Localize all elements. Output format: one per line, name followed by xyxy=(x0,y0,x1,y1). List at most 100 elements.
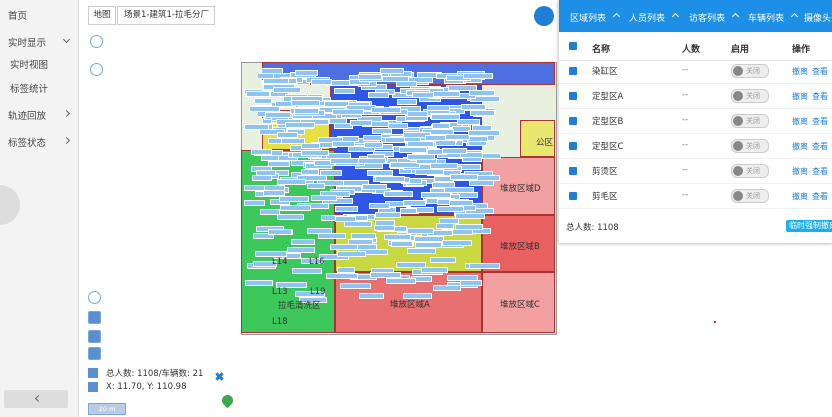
tag-marker xyxy=(414,235,445,242)
people-count: -- xyxy=(682,190,689,200)
evacuate-link[interactable]: 撤离 xyxy=(792,67,808,76)
tag-marker xyxy=(244,185,265,192)
tag-marker xyxy=(454,213,485,220)
tag-marker xyxy=(389,161,421,168)
tag-marker xyxy=(421,192,452,199)
menu-item[interactable]: 实时视图 xyxy=(10,60,49,71)
people-count: -- xyxy=(682,165,689,175)
view-link[interactable]: 查看 xyxy=(812,67,828,76)
map-tool[interactable] xyxy=(90,63,103,76)
tag-marker xyxy=(416,207,435,214)
row-checkbox[interactable] xyxy=(569,142,577,150)
toggle[interactable]: 关闭 xyxy=(731,114,769,128)
panel-toggle[interactable] xyxy=(534,6,554,26)
tag-marker xyxy=(374,225,396,232)
view-link[interactable]: 查看 xyxy=(812,117,828,126)
tag-marker xyxy=(350,232,377,239)
tag-marker xyxy=(372,128,393,135)
tag-marker xyxy=(460,104,486,111)
tag-marker xyxy=(364,141,383,148)
collapse-handle[interactable] xyxy=(0,185,20,225)
tag-marker xyxy=(469,89,495,96)
scene-select[interactable]: 场景1-建筑1-拉毛分厂 xyxy=(117,6,215,25)
zone xyxy=(520,120,555,157)
menu-item[interactable]: 实时显示 xyxy=(8,38,47,49)
zone xyxy=(482,215,555,272)
tag-marker xyxy=(407,153,436,160)
tab[interactable]: 人员列表 xyxy=(629,14,666,24)
tab[interactable]: 区域列表 xyxy=(570,14,607,24)
tag-marker xyxy=(275,282,308,289)
tag-marker xyxy=(253,97,273,104)
tag-marker xyxy=(374,212,402,219)
tab[interactable]: 车辆列表 xyxy=(748,14,785,24)
tag-marker xyxy=(280,138,305,145)
tag-marker xyxy=(254,251,287,258)
tag-marker xyxy=(319,254,350,261)
tag-marker xyxy=(431,123,451,130)
map-tool[interactable] xyxy=(88,291,101,304)
menu-item[interactable]: 轨迹回放 xyxy=(8,111,47,122)
tag-marker xyxy=(287,247,315,253)
evacuate-link[interactable]: 撤离 xyxy=(792,192,808,201)
toggle[interactable]: 关闭 xyxy=(731,139,769,153)
map-tool[interactable] xyxy=(88,311,101,324)
zone-name: 剪烫区 xyxy=(592,167,618,177)
zoom-out[interactable] xyxy=(88,382,98,392)
zoom-in[interactable] xyxy=(88,368,98,378)
menu-item[interactable]: 标签状态 xyxy=(8,138,47,149)
view-link[interactable]: 查看 xyxy=(812,167,828,176)
tag-marker xyxy=(371,107,402,114)
row-checkbox[interactable] xyxy=(569,67,577,75)
view-link[interactable]: 查看 xyxy=(812,142,828,151)
evacuate-all-button[interactable]: 临时强制撤离 xyxy=(786,220,832,232)
tag-marker xyxy=(385,277,416,284)
tag-marker xyxy=(374,219,396,226)
tag-marker xyxy=(334,206,358,213)
evacuate-link[interactable]: 撤离 xyxy=(792,117,808,126)
tag-marker xyxy=(277,132,299,139)
list-panel xyxy=(558,0,832,243)
menu-item[interactable]: 标签统计 xyxy=(10,84,49,95)
sidebar-toggle[interactable] xyxy=(4,390,68,408)
evacuate-link[interactable]: 撤离 xyxy=(792,167,808,176)
map-tool[interactable] xyxy=(90,35,103,48)
toggle[interactable]: 关闭 xyxy=(731,189,769,203)
tag-marker xyxy=(469,96,501,103)
tag-marker xyxy=(267,161,290,168)
menu-item[interactable]: 首页 xyxy=(8,11,28,22)
tab[interactable]: 摄像头列表 xyxy=(804,14,832,24)
zone-label: 堆放区域D xyxy=(500,184,541,194)
toggle[interactable]: 关闭 xyxy=(731,89,769,103)
tag-marker xyxy=(374,175,405,182)
toggle[interactable]: 关闭 xyxy=(731,64,769,78)
tag-marker xyxy=(285,122,315,129)
row-checkbox[interactable] xyxy=(569,92,577,100)
evacuate-link[interactable]: 撤离 xyxy=(792,92,808,101)
tab[interactable]: 访客列表 xyxy=(689,14,726,24)
view-button[interactable]: 地图 xyxy=(88,6,116,25)
view-link[interactable]: 查看 xyxy=(812,92,828,101)
tag-marker xyxy=(278,196,310,203)
tag-marker xyxy=(251,174,273,181)
map-tool[interactable] xyxy=(88,330,101,343)
row-checkbox[interactable] xyxy=(569,117,577,125)
row-checkbox[interactable] xyxy=(569,192,577,200)
people-count: -- xyxy=(682,140,689,150)
tag-marker xyxy=(396,262,427,269)
tag-marker xyxy=(253,233,275,240)
view-link[interactable]: 查看 xyxy=(812,192,828,201)
tag-marker xyxy=(441,148,468,155)
column-header: 人数 xyxy=(682,45,701,55)
zone xyxy=(482,272,555,333)
zone-name: 定型区A xyxy=(592,92,624,102)
tag-marker xyxy=(469,262,501,269)
row-checkbox[interactable] xyxy=(569,167,577,175)
tag-marker xyxy=(421,266,448,273)
tag-marker xyxy=(459,152,484,159)
toggle[interactable]: 关闭 xyxy=(731,164,769,178)
map-tool[interactable] xyxy=(88,347,101,360)
tag-marker xyxy=(343,179,369,186)
header-checkbox[interactable] xyxy=(569,42,577,50)
evacuate-link[interactable]: 撤离 xyxy=(792,142,808,151)
